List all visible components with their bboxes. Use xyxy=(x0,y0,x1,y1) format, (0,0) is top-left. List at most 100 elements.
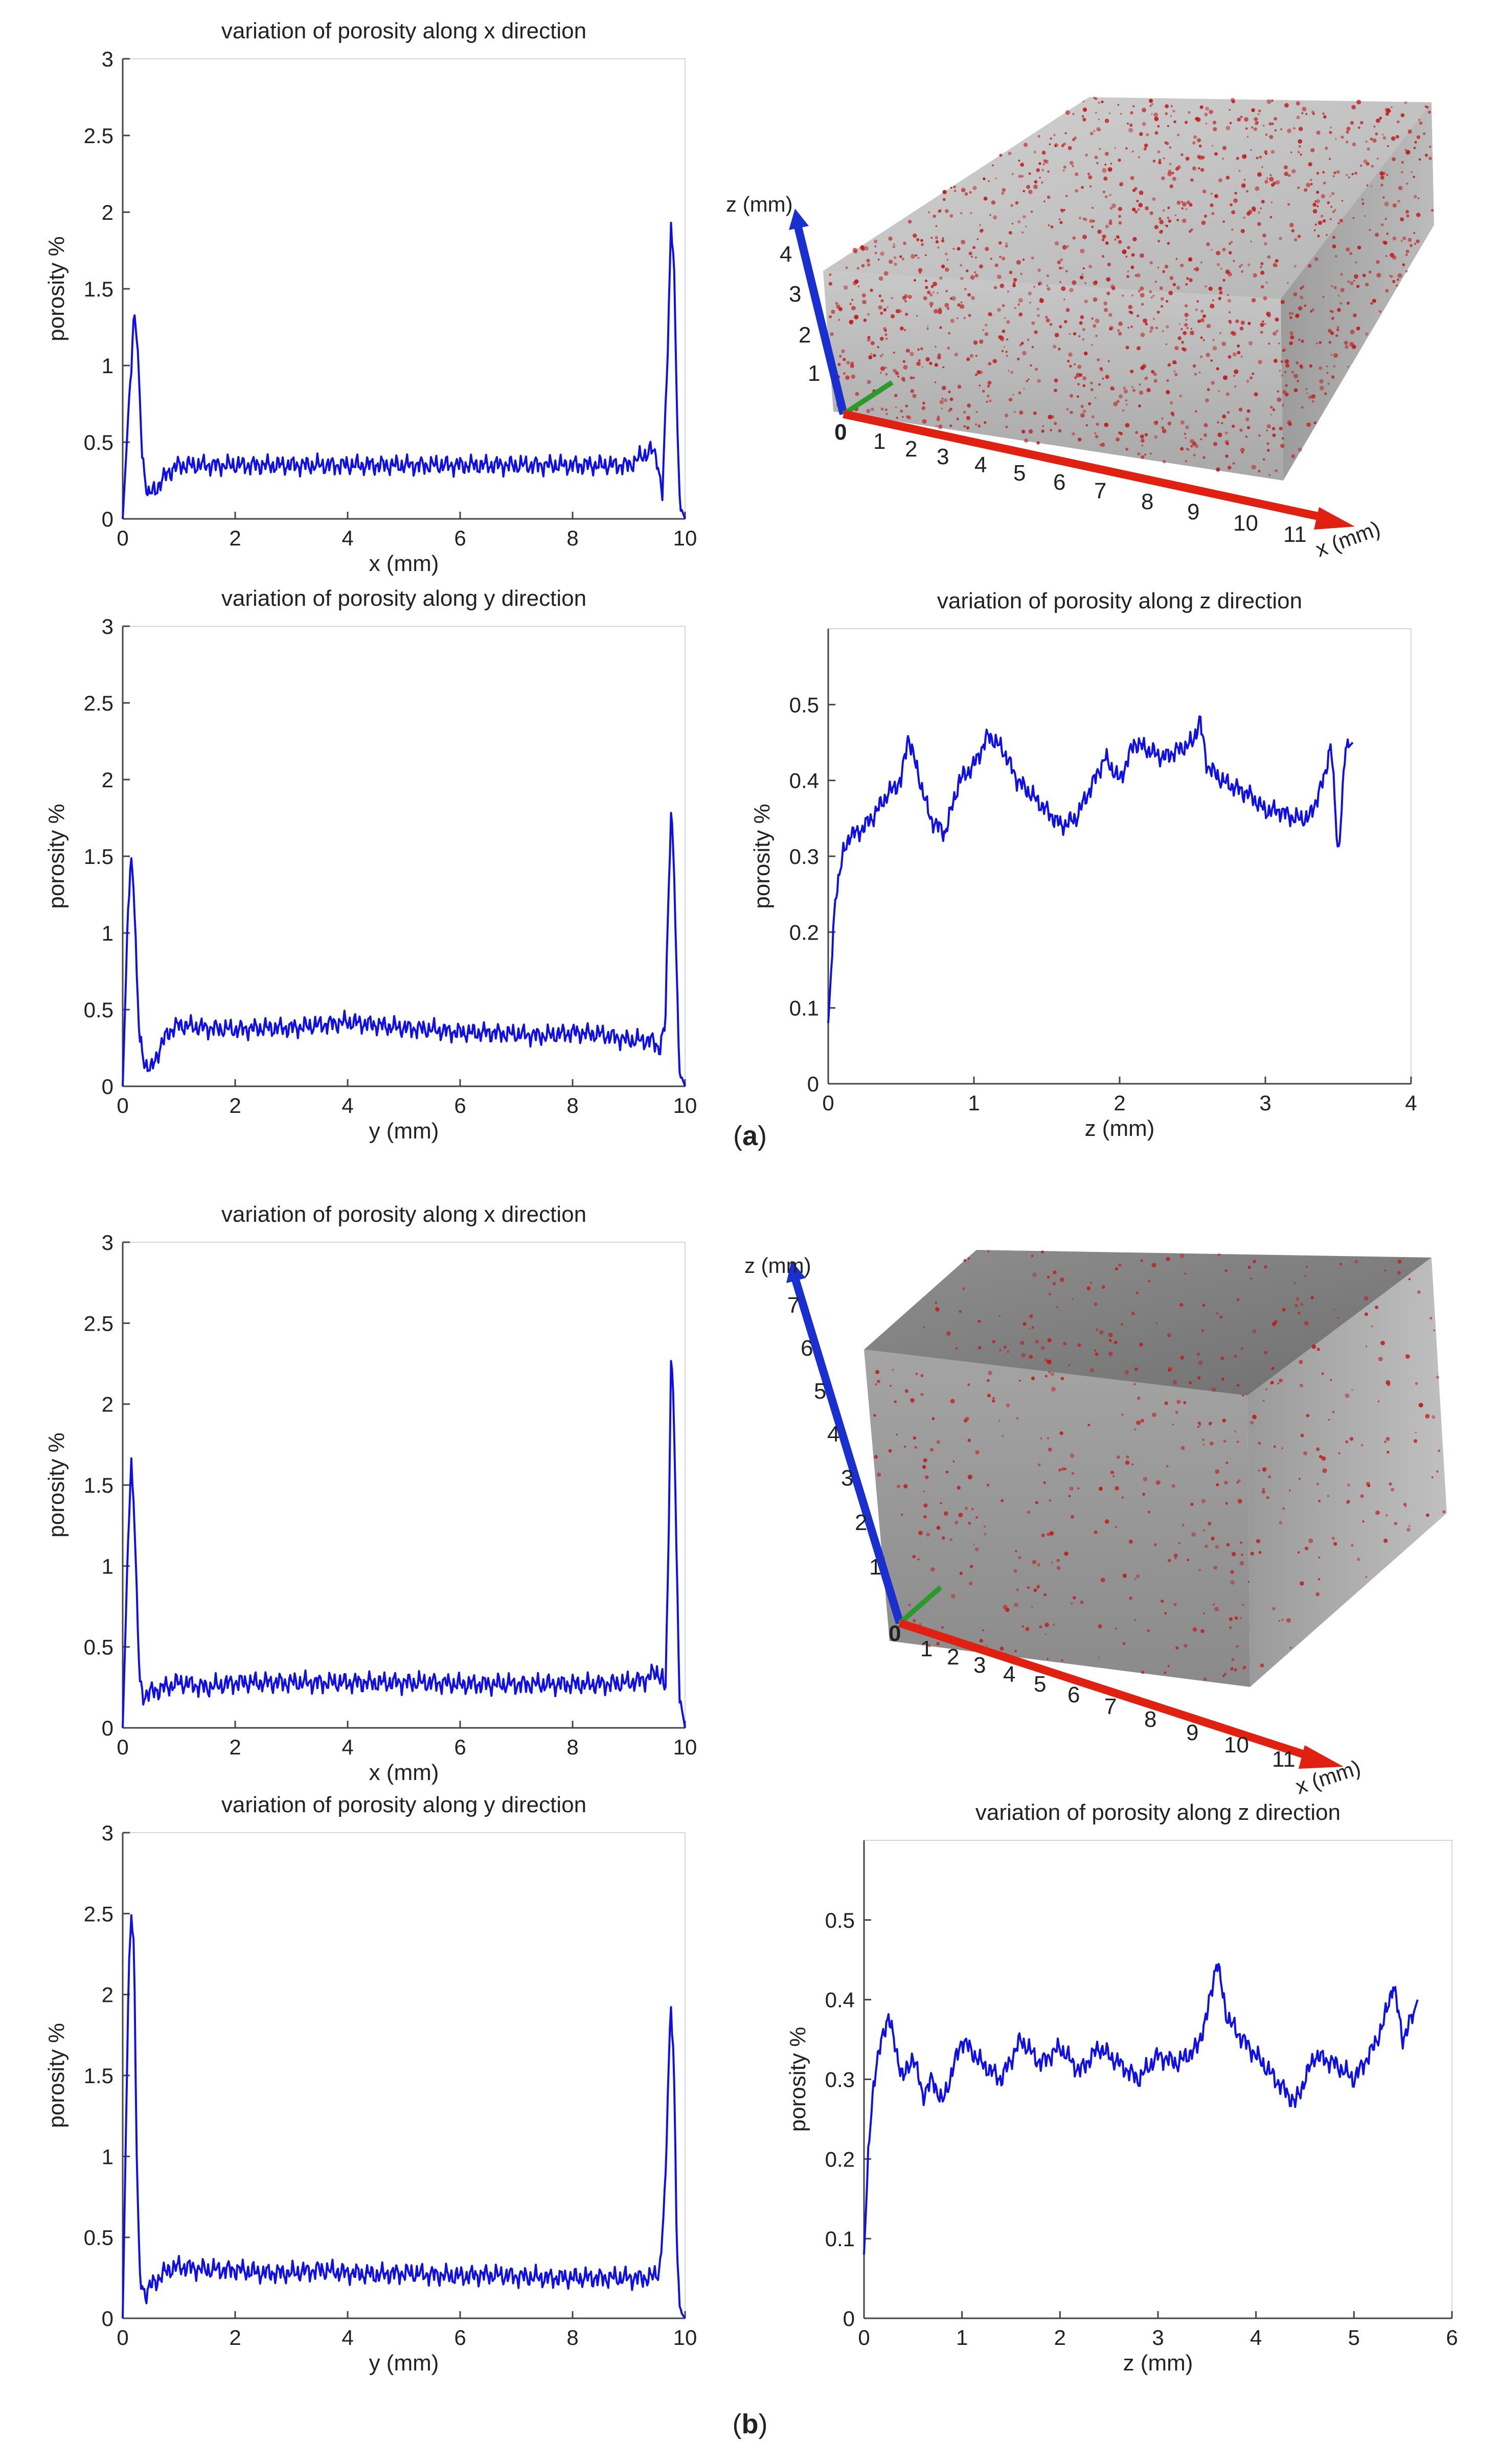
pore-dot xyxy=(976,238,979,240)
pore-dot xyxy=(863,318,867,322)
pore-dot xyxy=(1193,453,1196,457)
pore-dot xyxy=(1002,1434,1004,1437)
pore-dot xyxy=(1329,131,1332,134)
chart-title: variation of porosity along x direction xyxy=(221,1202,586,1227)
pore-dot xyxy=(1026,185,1030,189)
pore-dot xyxy=(1071,1515,1075,1519)
pore-dot xyxy=(1192,166,1196,171)
pore-dot xyxy=(1016,260,1021,265)
pore-dot xyxy=(1366,162,1370,166)
pore-dot xyxy=(1079,373,1083,377)
pore-dot xyxy=(861,293,866,298)
pore-dot xyxy=(1035,1501,1039,1504)
pore-dot xyxy=(1197,1426,1200,1428)
x-axis-label: x (mm) xyxy=(369,1760,439,1785)
y-tick-label: 2 xyxy=(102,768,113,792)
pore-dot xyxy=(1161,230,1163,233)
pore-dot xyxy=(1272,427,1276,430)
pore-dot xyxy=(1180,1355,1185,1360)
y-tick-label: 0.4 xyxy=(789,769,819,793)
pore-dot xyxy=(913,233,917,238)
pore-dot xyxy=(964,192,968,196)
pore-dot xyxy=(878,294,882,298)
pore-dot xyxy=(861,264,865,268)
pore-dot xyxy=(1031,1376,1035,1380)
x-tick-label: 10 xyxy=(673,526,697,550)
pore-dot xyxy=(1338,295,1340,297)
pore-dot xyxy=(917,257,920,259)
pore-dot xyxy=(1196,300,1199,303)
pore-dot xyxy=(1125,447,1129,451)
pore-dot xyxy=(1069,288,1074,292)
pore-dot xyxy=(1141,444,1144,447)
pore-dot xyxy=(1041,181,1043,184)
pore-dot xyxy=(970,212,972,214)
pore-dot xyxy=(961,188,966,193)
pore-dot xyxy=(1101,238,1105,242)
pore-dot xyxy=(1265,281,1268,284)
pore-dot xyxy=(1134,1367,1138,1371)
pore-dot xyxy=(829,315,832,318)
pore-dot xyxy=(1093,297,1098,302)
pore-dot xyxy=(1333,365,1336,368)
pore-dot xyxy=(1321,194,1325,198)
pore-dot xyxy=(1436,1376,1439,1379)
pore-dot xyxy=(1113,401,1118,406)
pore-dot xyxy=(1288,312,1292,315)
pore-dot xyxy=(1414,242,1417,245)
pore-dot xyxy=(1253,1260,1256,1263)
pore-dot xyxy=(1258,434,1261,437)
pore-dot xyxy=(1304,1321,1309,1326)
pore-dot xyxy=(1249,376,1253,380)
pore-dot xyxy=(1242,1394,1244,1397)
pore-dot xyxy=(1389,275,1391,277)
pore-dot xyxy=(1314,223,1317,226)
pore-dot xyxy=(1331,375,1335,379)
pore-dot xyxy=(866,259,870,263)
pore-dot xyxy=(1185,208,1188,210)
pore-dot xyxy=(927,325,929,327)
pore-dot xyxy=(1130,111,1133,115)
pore-dot xyxy=(1217,421,1219,424)
pore-dot xyxy=(1253,273,1257,278)
pore-dot xyxy=(1039,298,1044,303)
pore-dot xyxy=(1228,355,1232,359)
pore-dot xyxy=(1360,1494,1364,1498)
pore-dot xyxy=(1150,452,1152,455)
pore-dot xyxy=(1031,256,1034,260)
pore-dot xyxy=(1109,326,1114,331)
pore-dot xyxy=(1371,165,1374,168)
pore-dot xyxy=(1146,133,1149,136)
pore-dot xyxy=(1139,190,1144,195)
pore-dot xyxy=(963,316,966,320)
pore-dot xyxy=(1211,1537,1215,1541)
pore-dot xyxy=(1016,1588,1019,1591)
pore-dot xyxy=(1018,159,1020,162)
pore-dot xyxy=(1185,283,1188,286)
pore-dot xyxy=(1069,333,1071,335)
pore-dot xyxy=(979,1638,983,1642)
pore-dot xyxy=(1116,235,1120,239)
pore-dot xyxy=(1352,345,1356,349)
pore-dot xyxy=(949,424,952,427)
pore-dot xyxy=(944,398,948,402)
pore-dot xyxy=(1165,112,1168,116)
plot-frame xyxy=(122,626,686,1087)
pore-dot xyxy=(1048,415,1053,420)
pore-dot xyxy=(1406,182,1408,185)
pore-dot xyxy=(1122,294,1124,297)
pore-dot xyxy=(1109,1339,1112,1342)
pore-dot xyxy=(910,389,915,393)
pore-dot xyxy=(1416,212,1421,217)
pore-dot xyxy=(1080,248,1085,254)
pore-dot xyxy=(1059,325,1062,329)
pore-dot xyxy=(1130,176,1134,180)
pore-dot xyxy=(1203,433,1207,437)
pore-dot xyxy=(1252,372,1255,375)
pore-dot xyxy=(895,371,899,375)
pore-dot xyxy=(1203,1677,1207,1681)
pore-dot xyxy=(1085,153,1088,157)
pore-dot xyxy=(1100,443,1105,447)
pore-dot xyxy=(1047,287,1051,291)
